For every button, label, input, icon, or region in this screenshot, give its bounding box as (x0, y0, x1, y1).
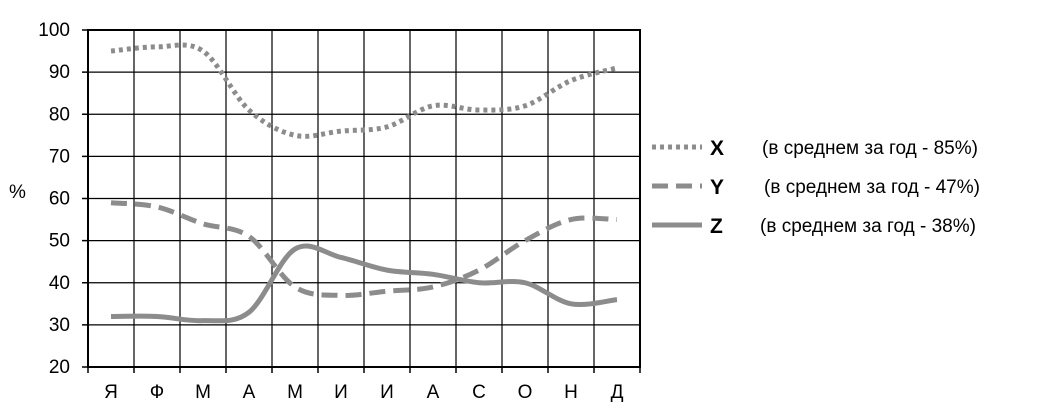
x-tick-label: Ф (150, 382, 164, 403)
y-tick-label: 50 (49, 231, 70, 252)
x-tick-label: А (427, 382, 440, 403)
x-tick-label: С (472, 382, 486, 403)
x-tick-label: Я (104, 382, 118, 403)
y-tick-label: 100 (38, 20, 70, 41)
x-tick-label: О (518, 382, 533, 403)
x-tick-label: М (195, 382, 211, 403)
series-line-z (110, 243, 618, 324)
x-tick-label: Д (611, 382, 624, 403)
legend-note-z: (в среднем за год - 38%) (760, 216, 976, 237)
x-tick-label: А (243, 382, 256, 403)
y-tick-label: 80 (49, 104, 70, 125)
legend-label-x: X (710, 137, 724, 160)
x-tick-label: И (334, 382, 348, 403)
legend-label-y: Y (710, 176, 724, 199)
series-line-x (110, 42, 618, 139)
y-tick-label: 40 (49, 273, 70, 294)
y-tick-label: 20 (49, 357, 70, 378)
chart-series (110, 42, 618, 324)
y-axis-label: % (9, 182, 26, 203)
legend-label-z: Z (710, 215, 723, 238)
y-tick-label: 60 (49, 189, 70, 210)
y-tick-label: 70 (49, 146, 70, 167)
x-tick-label: И (380, 382, 394, 403)
x-tick-label: Н (564, 382, 578, 403)
legend-note-y: (в среднем за год - 47%) (764, 177, 980, 198)
y-tick-label: 90 (49, 62, 70, 83)
legend-note-x: (в среднем за год - 85%) (762, 138, 978, 159)
x-tick-label: М (287, 382, 303, 403)
chart-legend: X (в среднем за год - 85%) Y (в среднем за … (652, 137, 980, 238)
y-tick-label: 30 (49, 315, 70, 336)
series-line-y (110, 200, 618, 298)
chart-axes: 20 30 40 50 60 70 80 90 100 Я Ф М А М И И А С О Н Д (38, 20, 641, 403)
